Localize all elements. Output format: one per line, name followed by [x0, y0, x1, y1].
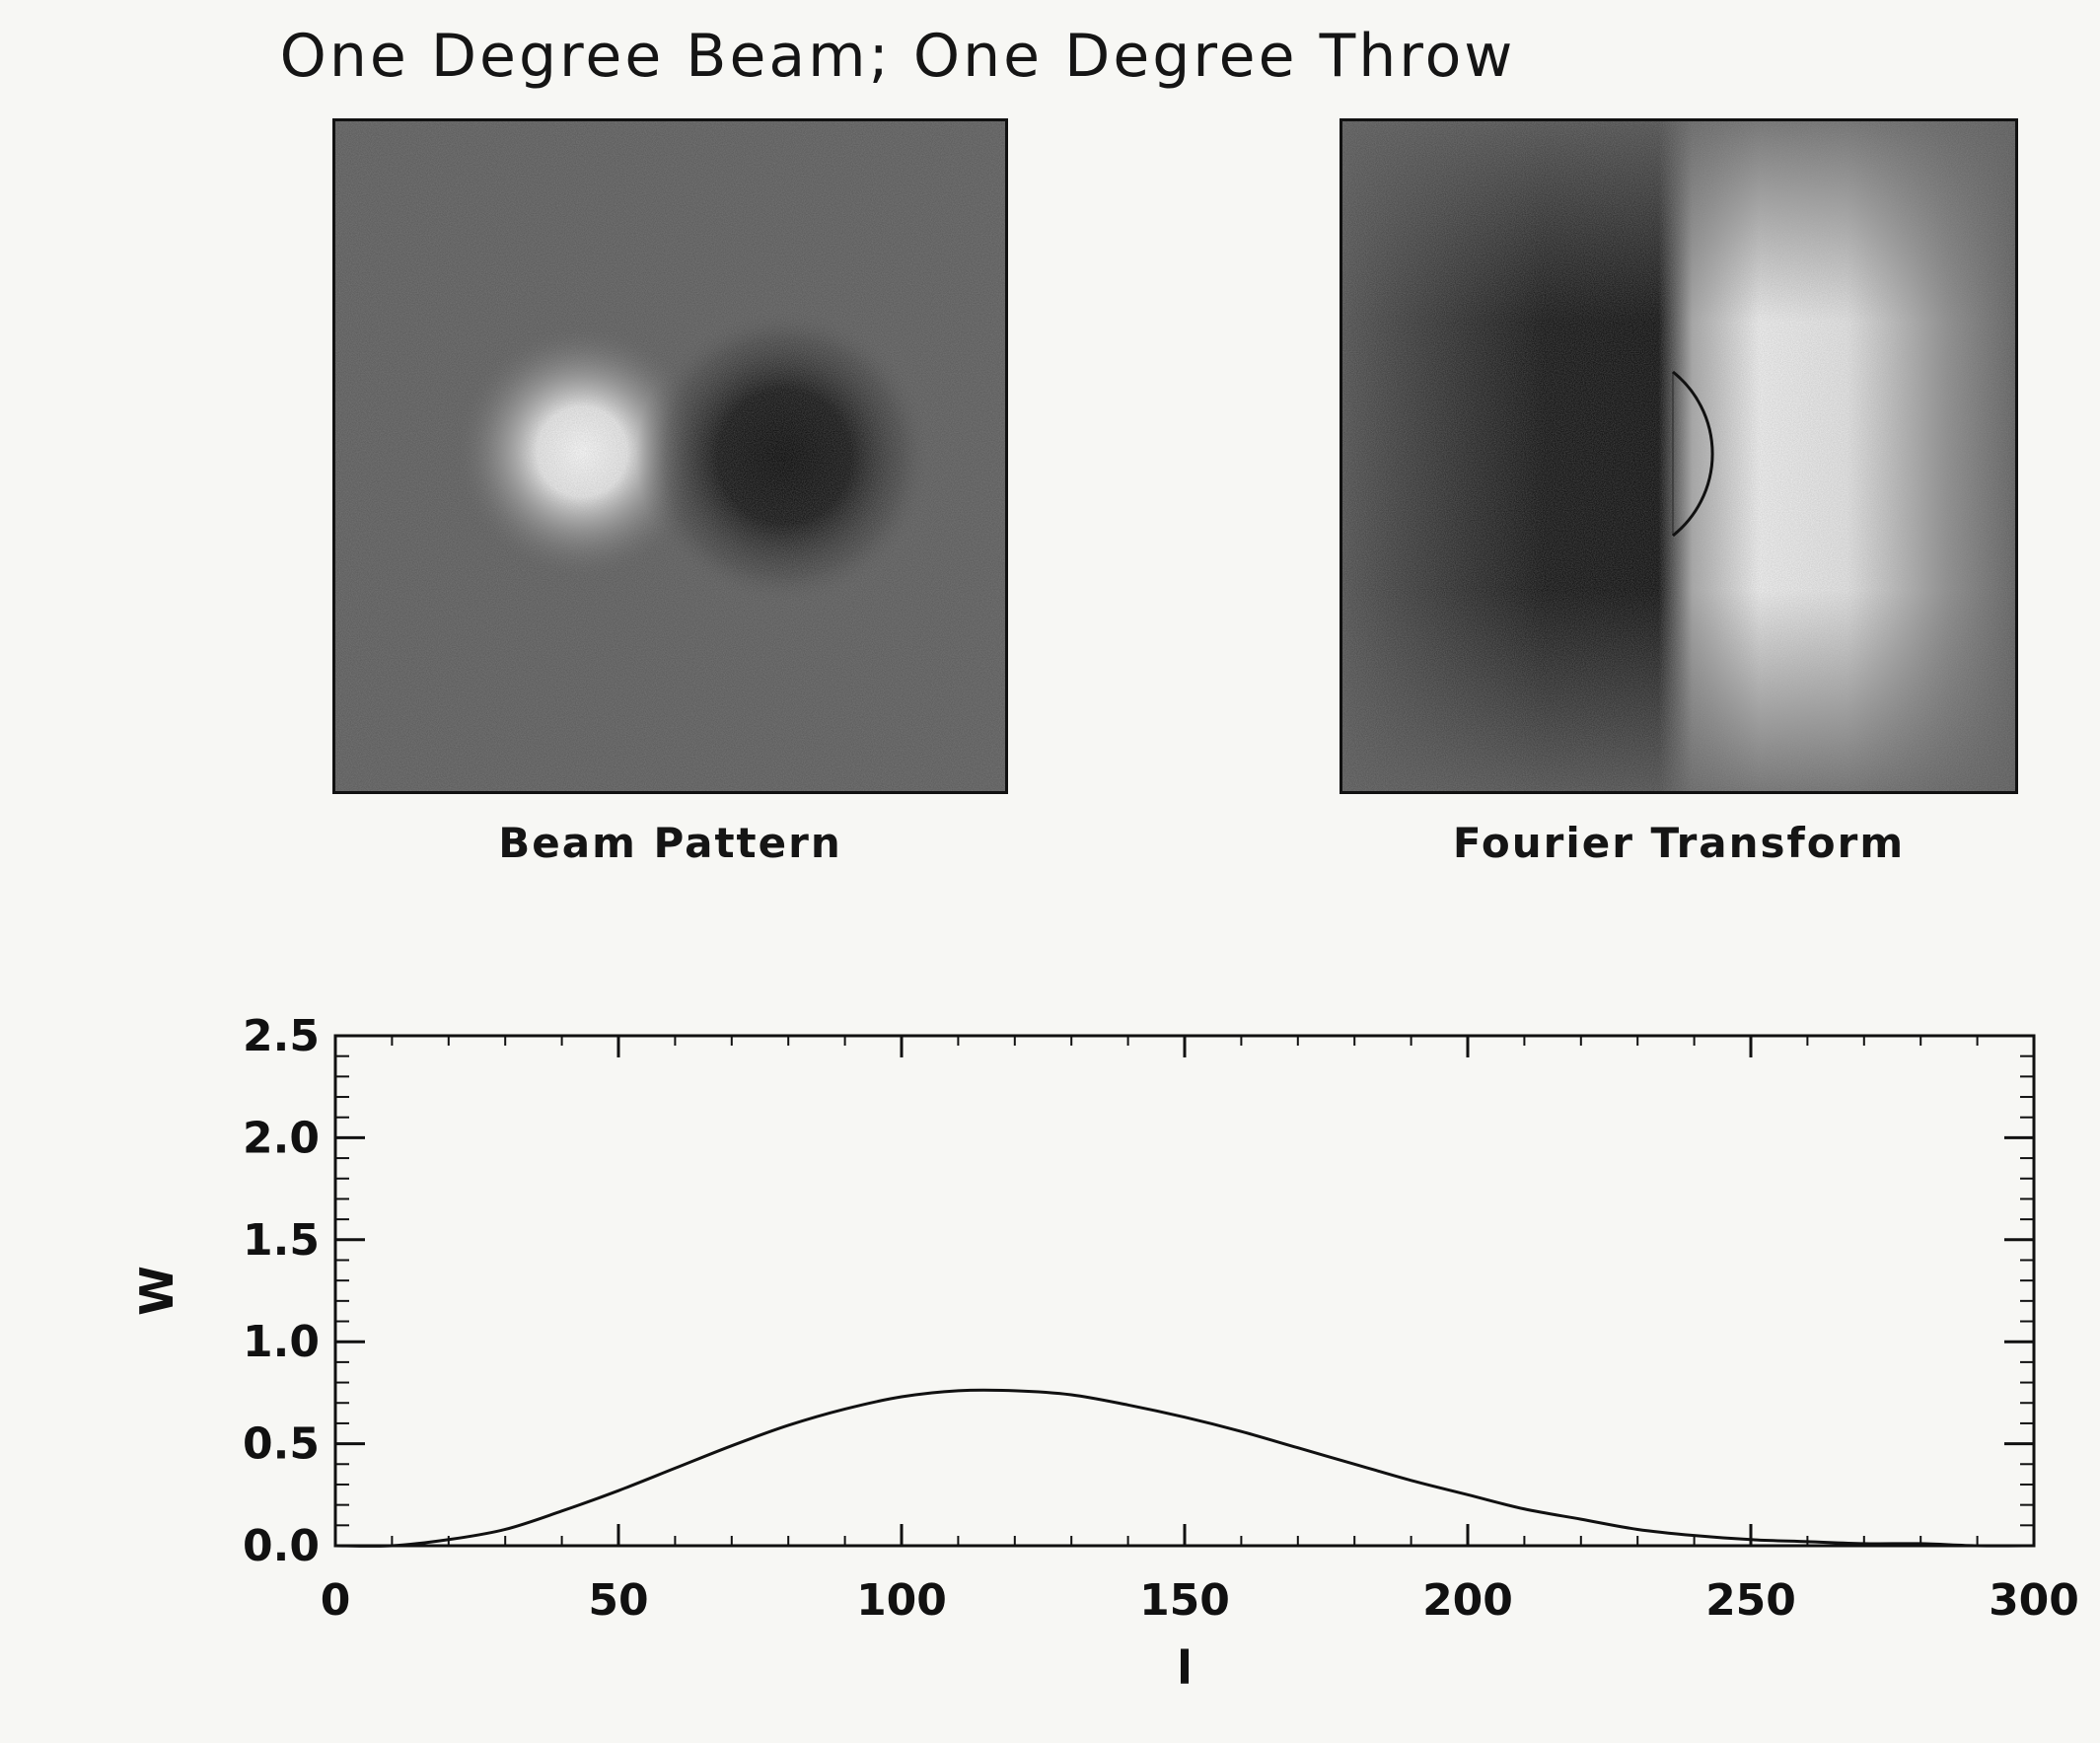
x-axis-label: l [1177, 1641, 1193, 1695]
figure-title: One Degree Beam; One Degree Throw [279, 22, 1516, 91]
x-axis-ticks: 0 50 100 150 200 250 300 [321, 1036, 2079, 1626]
x-tick-label: 0 [321, 1575, 351, 1626]
series-line [334, 1388, 2035, 1548]
fourier-contour-arc [1672, 370, 1714, 538]
y-axis-label: W [130, 1266, 183, 1316]
y-tick-label: 2.5 [243, 1011, 320, 1061]
y-tick-label: 1.0 [243, 1317, 320, 1367]
fourier-transform-image [1340, 118, 2018, 794]
x-tick-label: 50 [588, 1575, 648, 1626]
x-tick-label: 300 [1989, 1575, 2079, 1626]
y-tick-label: 2.0 [243, 1113, 320, 1163]
beam-pattern-caption: Beam Pattern [498, 819, 842, 867]
x-tick-label: 100 [856, 1575, 947, 1626]
plot-frame [333, 1034, 2036, 1548]
minor-ticks [334, 1035, 2035, 1547]
fourier-transform-caption: Fourier Transform [1452, 819, 1906, 867]
x-tick-label: 150 [1139, 1575, 1230, 1626]
y-tick-label: 0.0 [243, 1521, 320, 1571]
x-tick-label: 200 [1422, 1575, 1513, 1626]
y-tick-label: 0.5 [243, 1419, 320, 1470]
x-tick-label: 250 [1705, 1575, 1796, 1626]
beam-pattern-image [332, 118, 1008, 794]
y-tick-label: 1.5 [243, 1215, 320, 1266]
y-axis-ticks: 0.0 0.5 1.0 1.5 2.0 2.5 [243, 1011, 2034, 1571]
